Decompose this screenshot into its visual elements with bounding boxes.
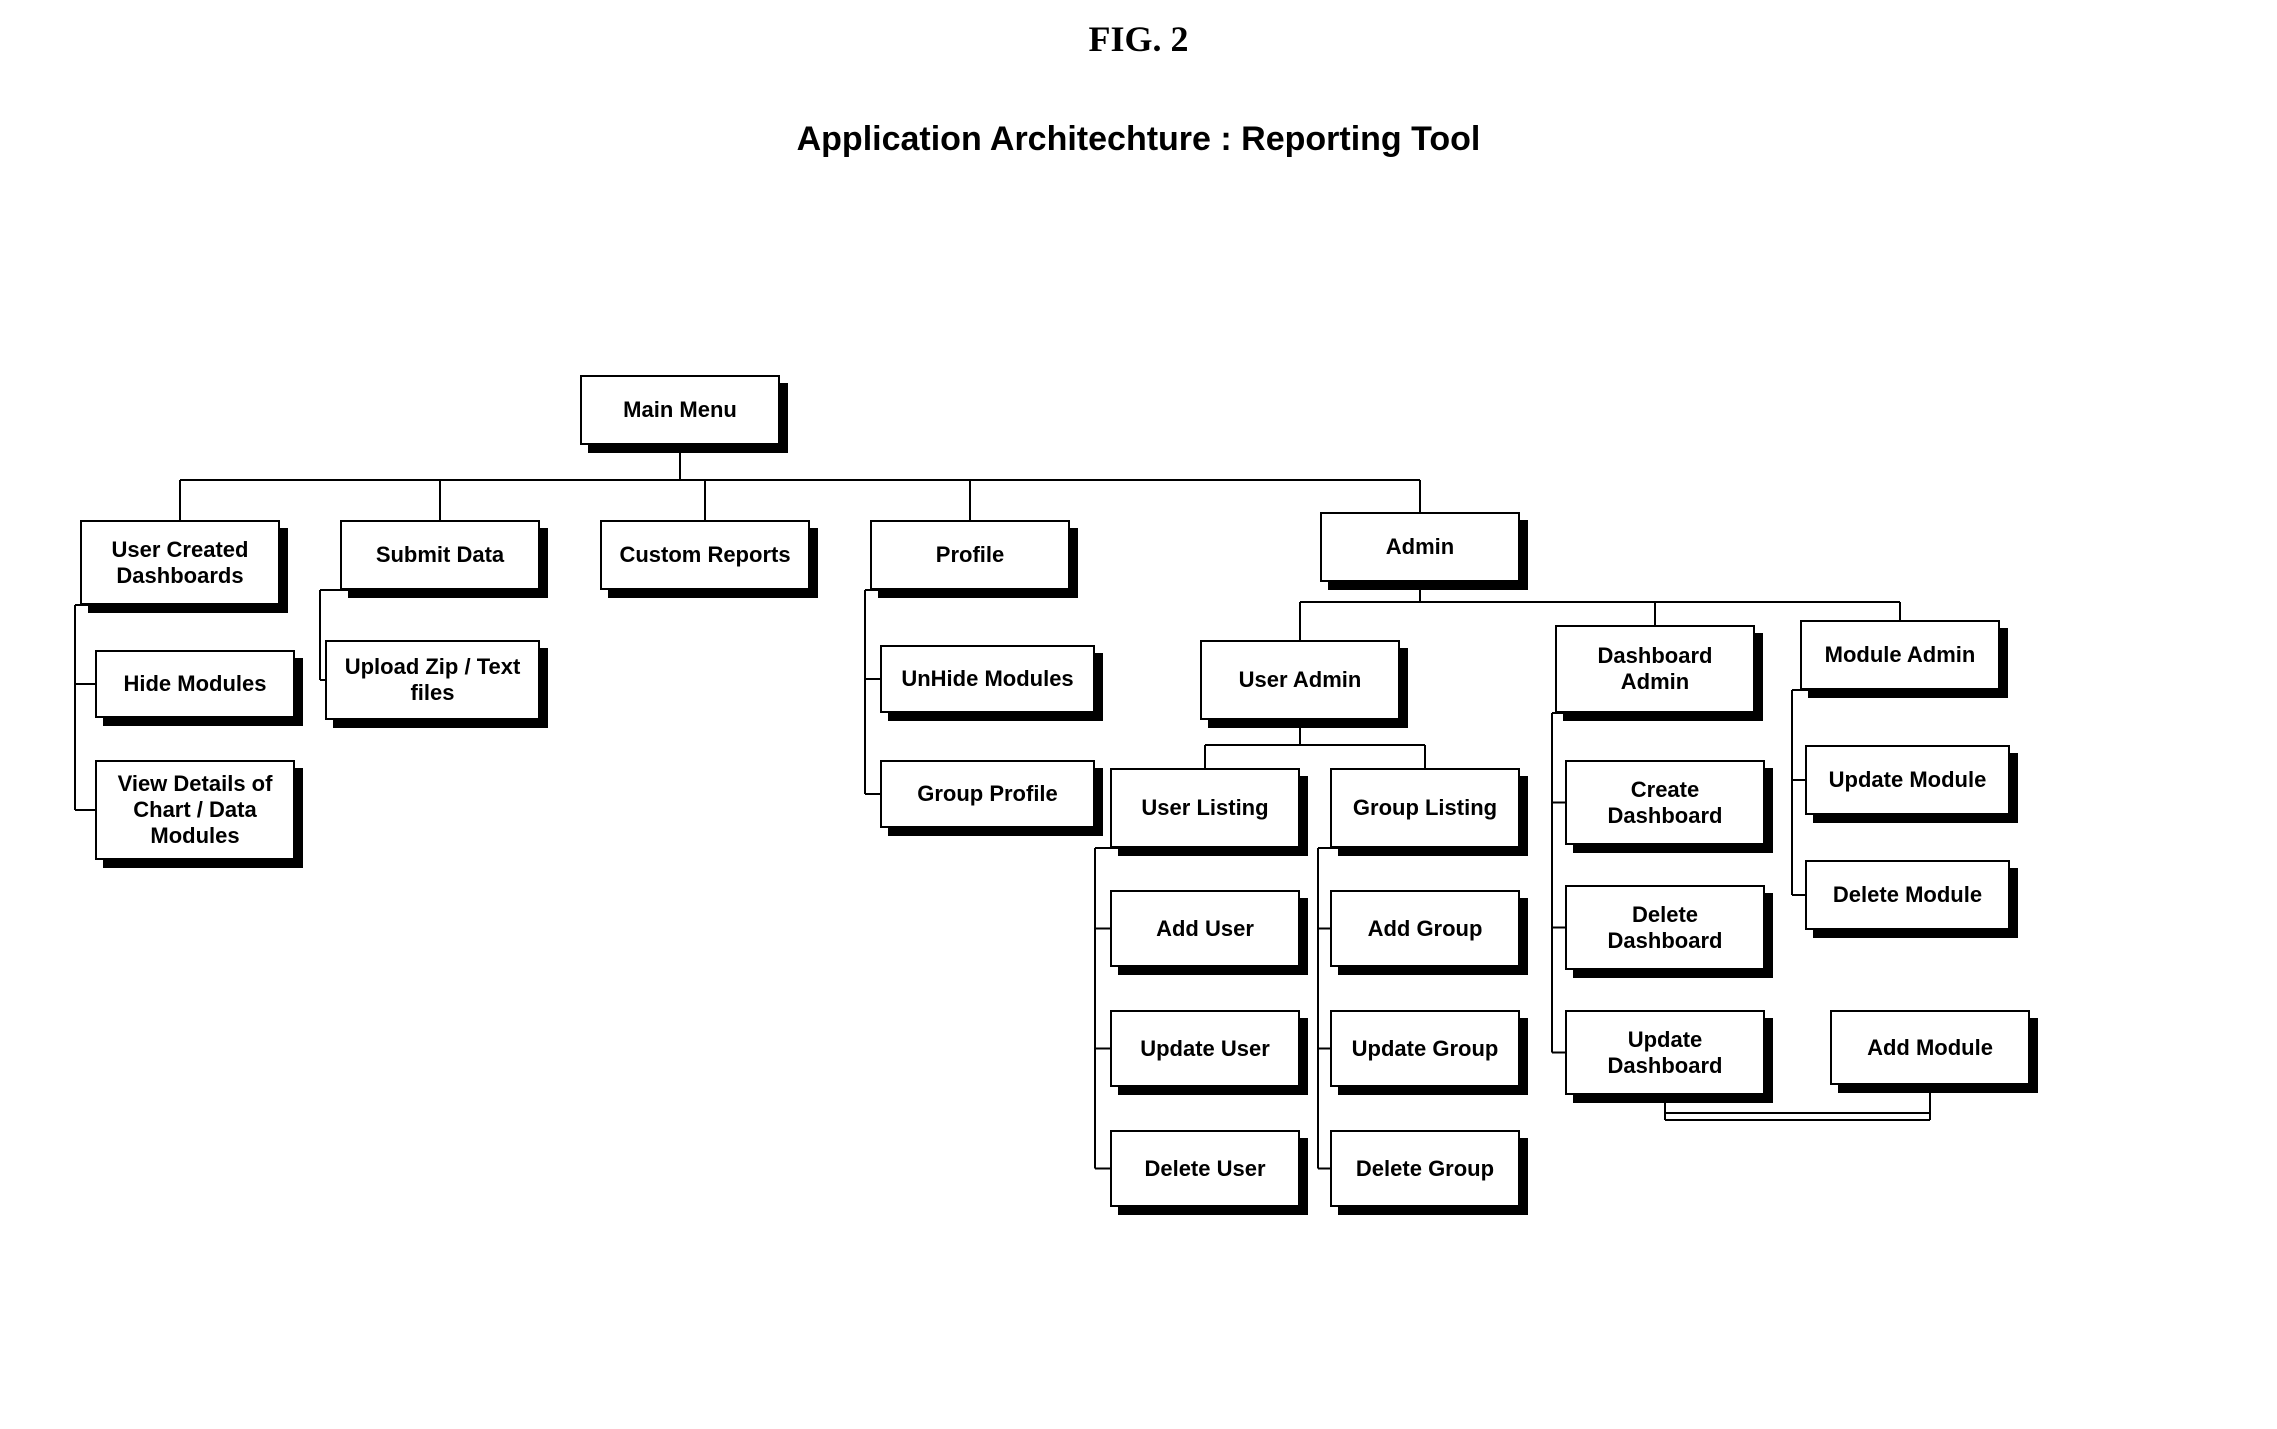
node-label: Add Module (1867, 1035, 1993, 1061)
diagram-canvas: FIG. 2 Application Architechture : Repor… (0, 0, 2277, 1429)
node-label: Add User (1156, 916, 1254, 942)
node-main-menu: Main Menu (580, 375, 780, 445)
node-module-admin: Module Admin (1800, 620, 2000, 690)
node-label: Create Dashboard (1573, 777, 1757, 829)
node-delete-group: Delete Group (1330, 1130, 1520, 1207)
node-update-group: Update Group (1330, 1010, 1520, 1087)
node-label: Profile (936, 542, 1004, 568)
node-label: Add Group (1368, 916, 1483, 942)
node-hide-modules: Hide Modules (95, 650, 295, 718)
diagram-title: Application Architechture : Reporting To… (0, 120, 2277, 159)
node-group-profile: Group Profile (880, 760, 1095, 828)
node-admin: Admin (1320, 512, 1520, 582)
node-view-details: View Details of Chart / Data Modules (95, 760, 295, 860)
node-label: UnHide Modules (901, 666, 1073, 692)
node-label: Group Listing (1353, 795, 1497, 821)
node-label: Module Admin (1825, 642, 1976, 668)
node-profile: Profile (870, 520, 1070, 590)
node-label: User Listing (1141, 795, 1268, 821)
node-user-listing: User Listing (1110, 768, 1300, 848)
node-label: Update Dashboard (1573, 1027, 1757, 1079)
node-update-dashboard: Update Dashboard (1565, 1010, 1765, 1095)
node-update-user: Update User (1110, 1010, 1300, 1087)
node-label: User Admin (1239, 667, 1362, 693)
node-label: Submit Data (376, 542, 504, 568)
node-label: Update User (1140, 1036, 1270, 1062)
node-add-module: Add Module (1830, 1010, 2030, 1085)
node-label: Custom Reports (619, 542, 790, 568)
node-delete-module: Delete Module (1805, 860, 2010, 930)
node-label: User Created Dashboards (88, 537, 272, 589)
node-label: Admin (1386, 534, 1454, 560)
node-label: Delete Module (1833, 882, 1982, 908)
node-label: Main Menu (623, 397, 737, 423)
node-user-dashboards: User Created Dashboards (80, 520, 280, 605)
node-group-listing: Group Listing (1330, 768, 1520, 848)
node-label: View Details of Chart / Data Modules (103, 771, 287, 849)
node-create-dashboard: Create Dashboard (1565, 760, 1765, 845)
node-label: Update Group (1352, 1036, 1499, 1062)
node-add-user: Add User (1110, 890, 1300, 967)
node-update-module: Update Module (1805, 745, 2010, 815)
node-add-group: Add Group (1330, 890, 1520, 967)
node-label: Delete Group (1356, 1156, 1494, 1182)
node-user-admin: User Admin (1200, 640, 1400, 720)
node-delete-dashboard: Delete Dashboard (1565, 885, 1765, 970)
node-label: Upload Zip / Text files (333, 654, 532, 706)
figure-label: FIG. 2 (0, 18, 2277, 60)
node-custom-reports: Custom Reports (600, 520, 810, 590)
node-label: Delete Dashboard (1573, 902, 1757, 954)
node-unhide-modules: UnHide Modules (880, 645, 1095, 713)
node-label: Group Profile (917, 781, 1058, 807)
node-submit-data: Submit Data (340, 520, 540, 590)
node-label: Delete User (1144, 1156, 1265, 1182)
node-dashboard-admin: Dashboard Admin (1555, 625, 1755, 713)
node-delete-user: Delete User (1110, 1130, 1300, 1207)
node-label: Dashboard Admin (1563, 643, 1747, 695)
node-upload-zip: Upload Zip / Text files (325, 640, 540, 720)
node-label: Hide Modules (123, 671, 266, 697)
node-label: Update Module (1829, 767, 1987, 793)
